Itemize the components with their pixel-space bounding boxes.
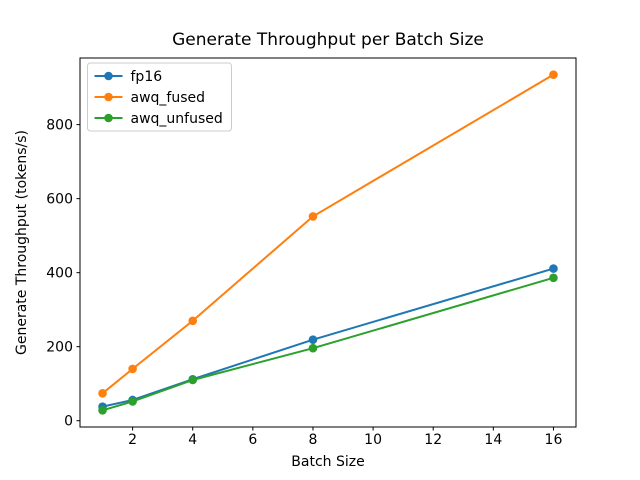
legend-marker — [104, 113, 113, 123]
x-tick-label: 2 — [128, 432, 137, 448]
plot-frame — [79, 57, 577, 428]
series-marker-awq_fused — [188, 316, 198, 326]
x-tick-label: 6 — [248, 432, 257, 448]
series-marker-awq_fused — [98, 389, 107, 398]
legend-marker — [104, 92, 113, 102]
series-marker-awq_unfused — [188, 375, 198, 385]
x-tick-label: 10 — [364, 432, 382, 448]
legend-marker — [104, 71, 113, 81]
legend-label: fp16 — [131, 69, 163, 85]
x-tick-label: 14 — [484, 432, 502, 448]
series-marker-fp16 — [308, 335, 318, 344]
series-marker-awq_unfused — [549, 273, 558, 283]
legend-box — [87, 62, 232, 132]
series-marker-awq_unfused — [308, 343, 318, 353]
legend-label: awq_unfused — [131, 111, 223, 127]
y-tick-label: 0 — [64, 414, 73, 430]
y-tick-label: 800 — [46, 118, 73, 134]
chart-title: Generate Throughput per Batch Size — [172, 30, 484, 50]
series-marker-awq_fused — [308, 212, 318, 221]
plot-area: 2 4 6 8 10 12 14 16 0 200 400 600 800 fp16 awq_fusedaw… — [46, 57, 577, 448]
y-tick-label: 400 — [46, 266, 73, 282]
y-axis-label: Generate Throughput (tokens/s) — [14, 130, 30, 355]
series-marker-awq_fused — [549, 70, 558, 79]
x-tick-label: 4 — [188, 432, 197, 448]
series-marker-awq_fused — [128, 364, 137, 374]
series-marker-awq_unfused — [128, 397, 137, 406]
series-line-awq_unfused — [102, 276, 554, 412]
x-tick-label: 8 — [309, 432, 318, 448]
y-tick-label: 600 — [46, 192, 73, 208]
x-axis-label: Batch Size — [291, 454, 364, 470]
legend-label: awq_fused — [131, 90, 206, 106]
x-tick-label: 16 — [545, 432, 563, 448]
series-marker-awq_unfused — [98, 406, 107, 415]
y-tick-label: 200 — [46, 340, 73, 356]
series-marker-fp16 — [549, 264, 558, 273]
x-tick-label: 12 — [424, 432, 442, 448]
